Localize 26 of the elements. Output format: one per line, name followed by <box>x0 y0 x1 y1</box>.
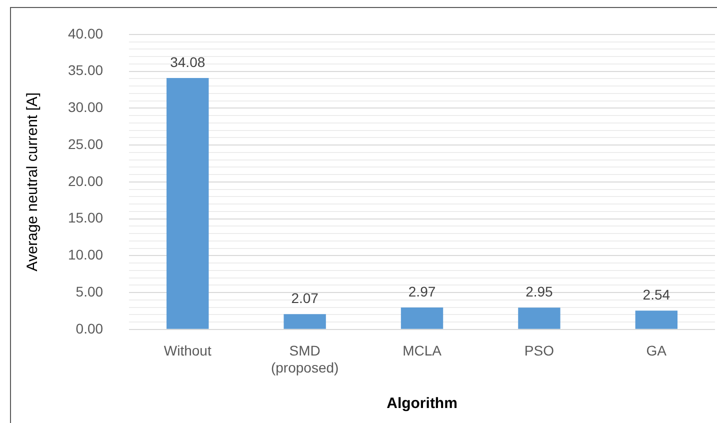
data-label: 2.07 <box>291 290 319 306</box>
data-label: 2.97 <box>408 283 436 300</box>
y-tick-label: 15.00 <box>68 210 104 226</box>
y-tick-label: 30.00 <box>68 99 104 116</box>
x-axis-title: Algorithm <box>386 395 458 412</box>
bar <box>400 307 444 329</box>
bar <box>518 308 560 329</box>
y-tick-label: 0.00 <box>76 320 104 336</box>
data-label: 2.95 <box>526 284 554 300</box>
x-tick-label: PSO <box>524 342 554 359</box>
y-tick-label: 20.00 <box>68 172 104 189</box>
y-tick-label: 10.00 <box>68 246 104 263</box>
x-tick-label: SMD (proposed) <box>270 342 339 376</box>
x-tick-label: Without <box>164 342 212 359</box>
y-tick-label: 40.00 <box>68 25 104 42</box>
bar <box>284 314 326 329</box>
x-tick-label: GA <box>646 342 668 359</box>
y-tick-label: 25.00 <box>68 136 104 152</box>
y-tick-label: 5.00 <box>76 283 104 300</box>
x-tick-label: MCLA <box>402 342 442 359</box>
y-axis-title: Average neutral current [A] <box>24 92 42 272</box>
data-label: 2.54 <box>642 286 670 303</box>
data-label: 34.08 <box>170 54 206 70</box>
y-tick-label: 35.00 <box>68 62 104 78</box>
bar <box>635 310 678 329</box>
bar <box>166 78 209 329</box>
